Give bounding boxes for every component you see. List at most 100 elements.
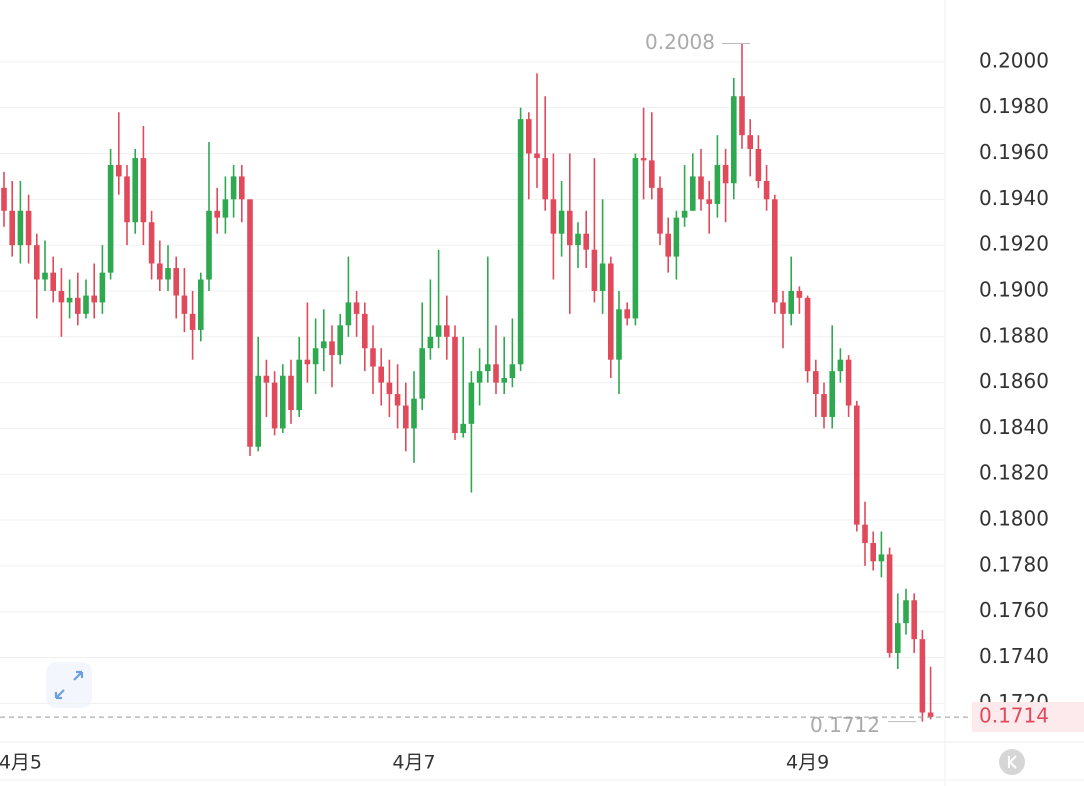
candle-body bbox=[189, 313, 196, 330]
y-tick-label: 0.1900 bbox=[979, 277, 1049, 301]
candle-body bbox=[132, 158, 138, 223]
candle-body bbox=[255, 375, 261, 447]
candle-body bbox=[9, 210, 15, 246]
candle-body bbox=[665, 233, 671, 257]
candle-body bbox=[222, 199, 229, 218]
candle-body bbox=[214, 210, 220, 218]
candle-body bbox=[845, 359, 852, 406]
candle-body bbox=[296, 359, 302, 411]
candle-body bbox=[608, 263, 614, 360]
candle-body bbox=[411, 398, 417, 429]
candle-body bbox=[370, 348, 376, 367]
candle-body bbox=[337, 325, 343, 356]
candle-body bbox=[271, 382, 278, 429]
candle-body bbox=[632, 158, 639, 319]
candle-body bbox=[886, 554, 893, 653]
candle-body bbox=[714, 164, 721, 204]
y-tick-label: 0.1880 bbox=[979, 323, 1049, 347]
candle-body bbox=[1, 187, 7, 211]
candle-body bbox=[427, 336, 434, 349]
candle-body bbox=[575, 233, 581, 246]
candle-body bbox=[353, 302, 360, 314]
x-tick-label: 4月9 bbox=[786, 752, 829, 774]
candle-body bbox=[206, 210, 212, 280]
y-tick-label: 0.1800 bbox=[979, 507, 1049, 531]
y-tick-label: 0.1780 bbox=[979, 552, 1049, 576]
candle-body bbox=[599, 263, 606, 291]
candle-body bbox=[50, 272, 56, 291]
candle-body bbox=[148, 222, 155, 264]
candle-body bbox=[321, 341, 327, 349]
candle-body bbox=[673, 217, 680, 257]
candle-body bbox=[706, 199, 712, 204]
candle-body bbox=[485, 364, 491, 372]
candle-body bbox=[657, 187, 663, 234]
candle-body bbox=[747, 135, 753, 149]
candle-body bbox=[821, 394, 827, 417]
candle-body bbox=[624, 309, 630, 319]
candle-body bbox=[526, 119, 532, 154]
candle-body bbox=[288, 375, 294, 411]
candle-body bbox=[731, 96, 737, 184]
candle-body bbox=[239, 176, 245, 200]
x-tick-label: 4月7 bbox=[392, 752, 435, 774]
candle-body bbox=[394, 394, 401, 406]
candle-body bbox=[42, 272, 48, 280]
y-tick-label: 0.1920 bbox=[979, 232, 1049, 256]
candle-body bbox=[903, 600, 909, 624]
candle-body bbox=[829, 371, 835, 417]
last-price-label: 0.1714 bbox=[979, 704, 1049, 728]
candle-body bbox=[17, 210, 24, 246]
expand-icon[interactable] bbox=[46, 662, 92, 708]
candle-body bbox=[157, 263, 163, 280]
y-tick-label: 0.1760 bbox=[979, 598, 1049, 622]
y-tick-label: 0.1980 bbox=[979, 94, 1049, 118]
k-glyph bbox=[1008, 755, 1017, 769]
y-tick-label: 0.1960 bbox=[979, 140, 1049, 164]
y-tick-label: 0.1820 bbox=[979, 461, 1049, 485]
k-button[interactable] bbox=[999, 749, 1025, 775]
candle-body bbox=[247, 199, 253, 447]
candle-body bbox=[345, 302, 352, 326]
candle-body bbox=[649, 160, 655, 188]
candle-body bbox=[312, 348, 319, 365]
candle-body bbox=[878, 554, 885, 562]
candle-body bbox=[870, 542, 876, 562]
candle-body bbox=[304, 359, 311, 365]
candle-body bbox=[550, 199, 557, 234]
candle-body bbox=[362, 313, 368, 349]
candle-body bbox=[534, 153, 540, 159]
candle-body bbox=[25, 210, 32, 246]
candle-body bbox=[83, 295, 89, 314]
candle-body bbox=[116, 164, 122, 177]
candle-body bbox=[804, 297, 811, 372]
expand-glyph bbox=[54, 670, 84, 700]
candle-body bbox=[927, 712, 934, 718]
candle-body bbox=[280, 375, 286, 429]
candle-body bbox=[378, 366, 384, 383]
candle-body bbox=[124, 176, 130, 223]
candle-body bbox=[493, 364, 499, 383]
k-circle[interactable] bbox=[999, 749, 1025, 775]
candle-body bbox=[837, 359, 844, 372]
candle-body bbox=[230, 176, 237, 200]
y-tick-label: 0.2000 bbox=[979, 48, 1049, 72]
candle-body bbox=[558, 210, 565, 234]
candle-body bbox=[91, 295, 97, 303]
candle-body bbox=[263, 375, 270, 383]
candle-body bbox=[788, 290, 794, 314]
last-price-tag bbox=[972, 702, 1084, 733]
candle-body bbox=[583, 233, 589, 250]
candle-body bbox=[34, 245, 40, 280]
candle-body bbox=[763, 180, 770, 200]
candle-body bbox=[690, 176, 696, 211]
candle-body bbox=[435, 325, 442, 337]
candle-body bbox=[616, 309, 622, 360]
candle-body bbox=[452, 336, 458, 434]
expand-button[interactable] bbox=[46, 662, 92, 708]
candle-body bbox=[542, 158, 548, 200]
candle-body bbox=[468, 382, 475, 424]
candle-body bbox=[329, 341, 335, 356]
